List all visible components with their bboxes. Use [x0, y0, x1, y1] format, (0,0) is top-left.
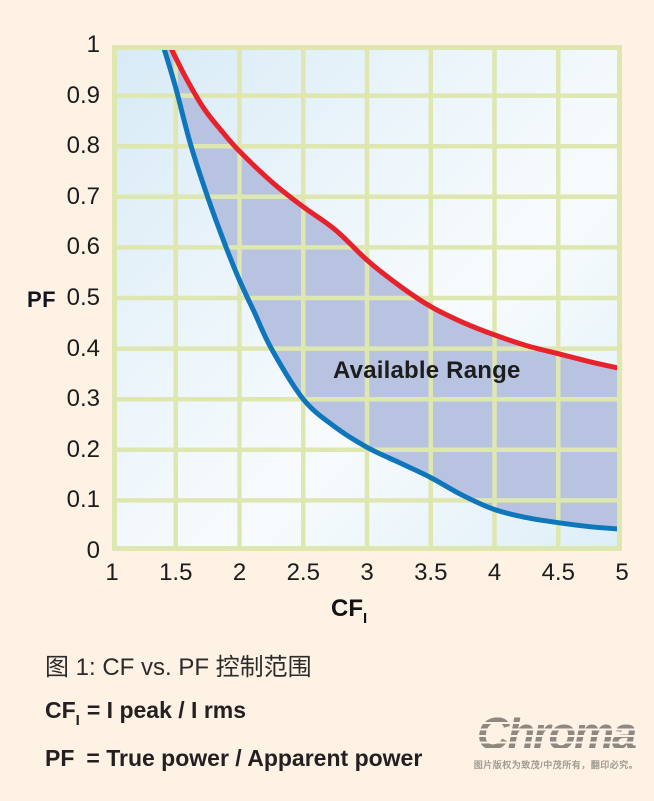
y-tick-label: 0.7	[66, 182, 100, 210]
y-tick-label: 0.6	[66, 233, 100, 261]
lower-limit-curve	[160, 42, 625, 532]
x-tick-label: 4	[487, 559, 502, 586]
y-tick-label: 1	[86, 31, 100, 58]
pf-formula-base: PF	[45, 745, 75, 771]
cf-pf-chart	[112, 42, 625, 551]
x-tick-label: 4.5	[541, 559, 575, 586]
y-axis-title: PF	[27, 287, 57, 312]
x-tick-label: 3	[360, 559, 374, 586]
pf-formula-rest: = True power / Apparent power	[86, 745, 423, 771]
cf-formula: CFI = I peak / I rms	[45, 697, 246, 729]
copyright-note: 图片版权为致茂/中茂所有，翻印必究。	[473, 760, 639, 770]
cf-formula-base: CF	[45, 697, 76, 723]
y-tick-label: 0.4	[66, 334, 100, 362]
x-tick-label: 1	[105, 559, 119, 586]
x-tick-label: 2	[232, 559, 247, 586]
chart-plot-area	[112, 42, 625, 551]
cf-formula-rest: = I peak / I rms	[86, 697, 247, 723]
pf-formula: PF = True power / Apparent power	[45, 745, 422, 772]
y-tick-label: 0.2	[66, 435, 100, 463]
y-tick-label: 0.9	[66, 81, 100, 109]
x-tick-label: 1.5	[159, 559, 193, 586]
y-tick-label: 0.5	[66, 284, 100, 311]
y-tick-label: 0.3	[66, 385, 100, 413]
x-tick-label: 3.5	[414, 559, 448, 586]
y-tick-label: 0	[86, 537, 100, 564]
cf-formula-subscript: I	[75, 712, 80, 729]
x-axis-title-base: CF	[331, 595, 363, 622]
figure-caption: 图 1: CF vs. PF 控制范围	[45, 654, 312, 681]
y-tick-label: 0.8	[66, 132, 100, 160]
upper-limit-curve	[166, 42, 625, 372]
available-range-label: Available Range	[333, 357, 521, 384]
x-axis-title-subscript: I	[363, 610, 368, 627]
chroma-logo: Chroma	[468, 711, 644, 756]
x-tick-label: 5	[615, 559, 629, 586]
x-tick-label: 2.5	[286, 559, 320, 586]
y-tick-label: 0.1	[66, 486, 100, 514]
x-axis-title: CFI	[331, 595, 367, 627]
